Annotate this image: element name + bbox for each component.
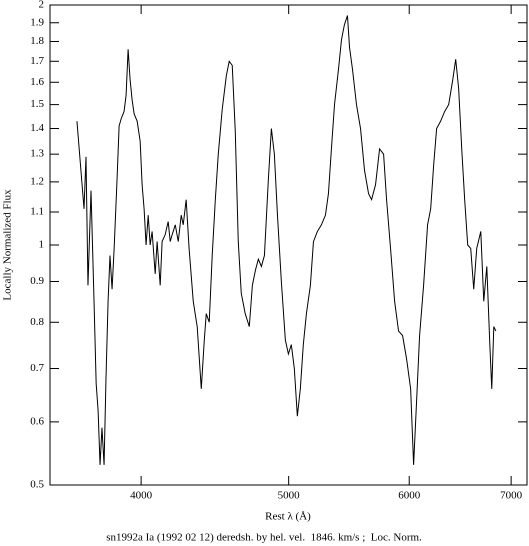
spectrum-line	[76, 15, 497, 465]
y-tick-label: 1.6	[30, 76, 44, 88]
y-tick-label: 1.2	[30, 175, 44, 187]
y-tick-label: 1.3	[30, 148, 44, 160]
y-tick-label: 0.9	[30, 275, 44, 287]
y-tick-label: 0.7	[30, 362, 44, 374]
y-tick-label: 1	[39, 239, 45, 251]
plot-frame	[49, 4, 528, 486]
x-tick-label: 5000	[278, 490, 301, 502]
y-tick-label: 1.1	[30, 206, 44, 218]
y-tick-label: 1.9	[30, 16, 44, 28]
y-tick-label: 1.8	[30, 35, 44, 47]
y-tick-label: 1.5	[30, 98, 44, 110]
x-tick-label: 7000	[500, 490, 523, 502]
y-tick-label: 1.4	[30, 122, 44, 134]
y-tick-label: 2	[39, 0, 45, 11]
x-tick-label: 6000	[398, 490, 421, 502]
x-axis-label: Rest λ (Å)	[265, 511, 311, 523]
y-axis-label: Locally Normalized Flux	[2, 189, 14, 301]
caption: sn1992a Ia (1992 02 12) deredsh. by hel.…	[106, 532, 422, 544]
y-tick-label: 0.6	[30, 415, 44, 427]
y-tick-label: 1.7	[30, 55, 44, 67]
x-tick-label: 4000	[130, 490, 153, 502]
y-tick-label: 0.8	[30, 316, 44, 328]
y-tick-label: 0.5	[30, 479, 44, 491]
